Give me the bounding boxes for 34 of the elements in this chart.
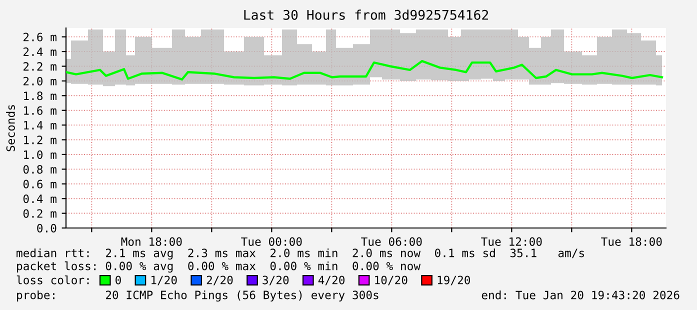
legend-label: 0 (116, 276, 121, 284)
y-tick-label: 1.4 m (24, 121, 56, 130)
y-tick-label: 2.2 m (24, 62, 56, 71)
y-tick-label: 0.8 m (23, 165, 56, 174)
y-tick-label: 2.0 m (24, 76, 56, 86)
y-tick-label: 1.2 m (24, 136, 56, 144)
y-tick-label: 1.6 m (24, 106, 56, 115)
y-tick-label: 0.2 m (23, 209, 56, 218)
legend-label: 3/20 (262, 276, 289, 286)
text: end: Tue Jan 20 19:43:20 2026 (482, 290, 680, 300)
y-tick-label: 2.6 m (24, 32, 56, 42)
y-tick-label: 2.4 m (24, 47, 56, 56)
legend-label: 10/20 (375, 276, 408, 286)
y-tick-label: 1.0 m (24, 150, 56, 159)
chart-title: Last 30 Hours from 3d9925754162 (244, 10, 488, 20)
line-series (66, 60, 664, 81)
y-tick-label: 0.6 m (23, 180, 56, 188)
legend-label: 4/20 (318, 276, 345, 286)
y-tick-label: 0.0 (37, 224, 56, 233)
y-tick-label: 0.4 m (23, 194, 56, 204)
text: median rtt: 2.1 ms avg 2.3 ms max 2.0 ms min 2.0 ms now 0.1 ms sd 35.1 am/s (16, 248, 584, 260)
x-tick-label: Mon 18:00 (121, 237, 182, 246)
text: packet loss: 0.00 % avg 0.00 % max 0.00 % min 0.00 % now (17, 261, 421, 273)
x-tick-label: Tue 06:00 (361, 237, 422, 246)
x-tick-label: Tue 12:00 (481, 237, 542, 246)
y-axis-title: Seconds (6, 105, 15, 152)
x-tick-label: Tue 00:00 (241, 237, 302, 246)
y-tick-label: 1.8 m (24, 92, 56, 100)
legend-label: 2/20 (206, 276, 233, 286)
text: probe: 20 ICMP Echo Pings (56 Bytes) every 300s (17, 290, 378, 302)
x-tick-label: Tue 18:00 (601, 237, 662, 246)
text: loss color: (16, 275, 89, 284)
legend-label: 19/20 (438, 276, 470, 286)
legend-label: 1/20 (152, 276, 177, 286)
